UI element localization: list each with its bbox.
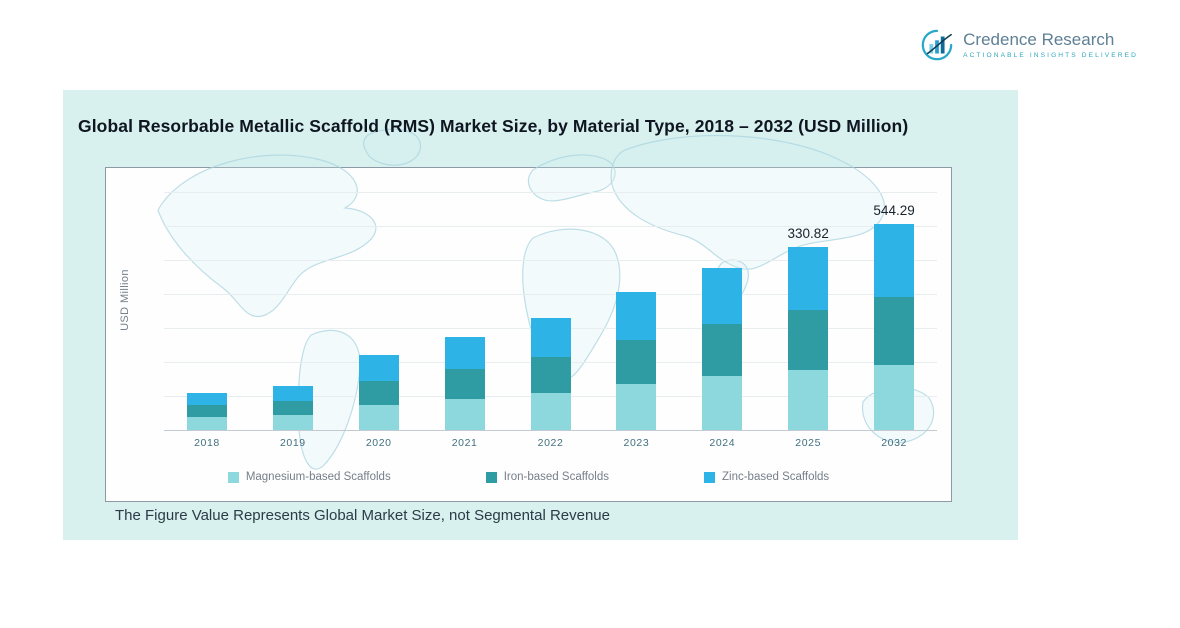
- bar-segment-magnesium-based: [530, 393, 571, 430]
- bar-segment-magnesium-based: [874, 365, 915, 430]
- bar-stack-2024: [702, 268, 743, 430]
- x-tick-label-2018: 2018: [194, 437, 220, 449]
- bar-group-2025: 330.82 2025: [765, 190, 851, 449]
- bar-chart-logo-icon: [921, 29, 953, 61]
- legend-label-magnesium: Magnesium-based Scaffolds: [245, 471, 391, 483]
- y-axis-label: USD Million: [119, 268, 132, 331]
- credence-research-logo: Credence Research Actionable Insights De…: [920, 28, 1138, 62]
- bar-segment-magnesium-based: [186, 417, 227, 430]
- bar-segment-magnesium-based: [616, 384, 657, 430]
- bar-segment-iron-based: [358, 381, 399, 405]
- legend-item-iron: Iron-based Scaffolds: [485, 471, 609, 483]
- bar-segment-iron-based: [186, 405, 227, 417]
- bars-region: 2018 2019 2020 2021 2022 2023 2024 330.82 2025 54…: [164, 190, 937, 449]
- logo-text: Credence Research Actionable Insights De…: [963, 30, 1138, 59]
- bar-segment-zinc-based: [272, 386, 313, 401]
- x-tick-label-2020: 2020: [365, 437, 392, 449]
- bar-group-2018: 2018: [164, 190, 250, 449]
- bar-group-2021: 2021: [422, 190, 508, 449]
- x-tick-label-2025: 2025: [795, 437, 822, 449]
- bar-segment-zinc-based: [616, 292, 657, 340]
- bar-segment-zinc-based: [358, 355, 399, 381]
- bar-group-2019: 2019: [250, 190, 336, 449]
- zinc-swatch-icon: [704, 471, 715, 483]
- legend-item-zinc: Zinc-based Scaffolds: [704, 471, 829, 483]
- bar-stack-2018: [186, 393, 227, 430]
- bar-segment-iron-based: [444, 369, 485, 399]
- chart-footnote: The Figure Value Represents Global Marke…: [115, 507, 610, 524]
- y-axis-label-container: USD Million: [114, 168, 136, 431]
- chart-title: Global Resorbable Metallic Scaffold (RMS…: [78, 116, 909, 136]
- chart-panel: Global Resorbable Metallic Scaffold (RMS…: [63, 90, 1018, 540]
- chart-legend: Magnesium-based Scaffolds Iron-based Sca…: [106, 471, 951, 483]
- value-label-2032: 544.29: [873, 203, 915, 218]
- bar-group-2020: 2020: [336, 190, 422, 449]
- plot-area: USD Million 2018 2019 2020 2021 2022 2023 2024…: [105, 167, 952, 502]
- bar-stack-2025: [788, 247, 829, 430]
- legend-label-zinc: Zinc-based Scaffolds: [722, 471, 830, 483]
- brand-tagline: Actionable Insights Delivered: [963, 51, 1138, 59]
- bar-segment-zinc-based: [788, 247, 829, 310]
- bar-group-2022: 2022: [508, 190, 594, 449]
- legend-label-iron: Iron-based Scaffolds: [503, 471, 609, 483]
- brand-name: Credence Research: [963, 30, 1115, 50]
- bar-stack-2022: [530, 318, 571, 430]
- bar-segment-iron-based: [874, 297, 915, 365]
- bar-group-2023: 2023: [593, 190, 679, 449]
- magnesium-swatch-icon: [227, 471, 239, 483]
- x-tick-label-2019: 2019: [279, 437, 306, 449]
- bar-group-2024: 2024: [679, 190, 765, 449]
- bar-group-2032: 544.29 2032: [851, 190, 937, 449]
- bar-segment-magnesium-based: [272, 415, 313, 430]
- x-tick-label-2022: 2022: [537, 437, 564, 449]
- bar-segment-magnesium-based: [358, 405, 399, 430]
- x-tick-label-2023: 2023: [623, 437, 650, 449]
- bar-segment-magnesium-based: [702, 376, 743, 430]
- value-label-2025: 330.82: [787, 226, 829, 241]
- bar-segment-zinc-based: [874, 224, 915, 297]
- x-tick-label-2024: 2024: [709, 437, 736, 449]
- bar-segment-zinc-based: [702, 268, 743, 324]
- bar-segment-magnesium-based: [788, 370, 829, 430]
- bar-segment-iron-based: [272, 401, 313, 415]
- iron-swatch-icon: [485, 471, 497, 483]
- bar-segment-zinc-based: [444, 337, 485, 369]
- bar-stack-2032: [874, 224, 915, 430]
- bar-segment-zinc-based: [186, 393, 227, 405]
- bar-stack-2023: [616, 292, 657, 430]
- bar-segment-iron-based: [616, 340, 657, 384]
- bar-segment-iron-based: [702, 324, 743, 376]
- bar-stack-2021: [444, 337, 485, 430]
- bar-segment-magnesium-based: [444, 399, 485, 430]
- x-tick-label-2032: 2032: [881, 437, 907, 449]
- bar-segment-iron-based: [530, 357, 571, 393]
- legend-item-magnesium: Magnesium-based Scaffolds: [227, 471, 391, 483]
- x-tick-label-2021: 2021: [451, 437, 478, 449]
- bar-segment-iron-based: [788, 310, 829, 370]
- bar-stack-2019: [272, 386, 313, 430]
- bar-segment-zinc-based: [530, 318, 571, 357]
- bar-stack-2020: [358, 355, 399, 430]
